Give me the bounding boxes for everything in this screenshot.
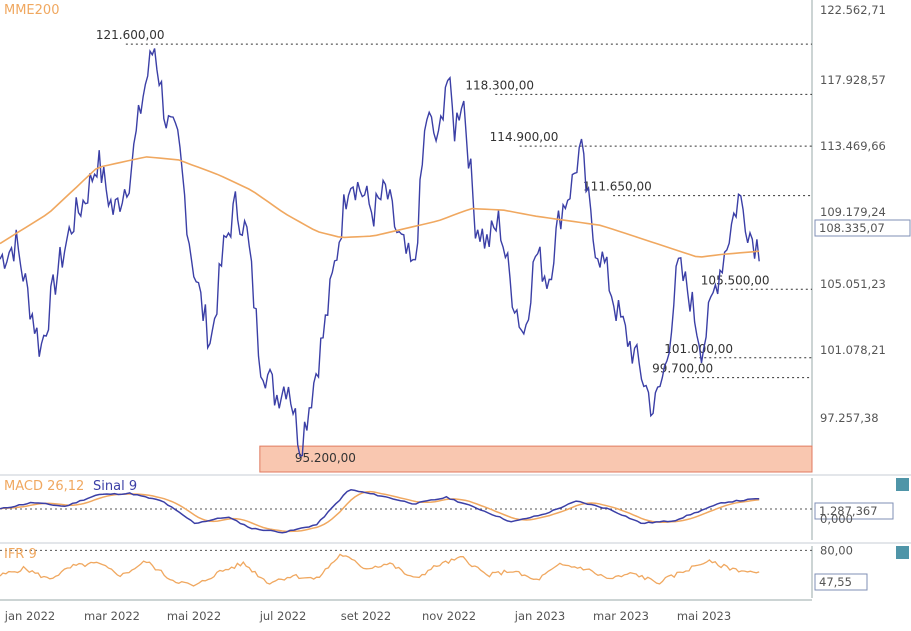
macd-signal-line — [0, 490, 760, 533]
y-tick-label: 122.562,71 — [820, 3, 886, 17]
level-label: 121.600,00 — [96, 28, 165, 42]
rsi-value-box — [814, 573, 868, 591]
current-value-label: 108.335,07 — [819, 221, 885, 235]
main-panel: 121.600,00 118.300,00 114.900,00 111.650,00… — [0, 0, 911, 473]
level-label: 114.900,00 — [490, 130, 559, 144]
y-tick-label: 97.257,38 — [820, 411, 879, 425]
macd-signal-label: Sinal 9 — [93, 479, 137, 494]
x-tick-label: mar 2023 — [593, 609, 649, 623]
y-tick-label: 109.179,24 — [820, 205, 886, 219]
x-tick-label: mai 2022 — [167, 609, 221, 623]
macd-line — [0, 489, 760, 534]
macd-value-label: 1.287,367 — [819, 504, 878, 518]
x-tick-label: jul 2022 — [259, 609, 307, 623]
support-zone — [259, 445, 813, 473]
rsi-panel: IFR 9 80,00 47,55 — [0, 542, 911, 598]
macd-value-box — [814, 502, 894, 520]
y-tick-label: 117.928,57 — [820, 73, 886, 87]
rsi-value-label: 47,55 — [819, 575, 852, 589]
x-tick-label: mar 2022 — [84, 609, 140, 623]
x-tick-label: jan 2023 — [514, 609, 565, 623]
level-label: 105.500,00 — [701, 273, 770, 287]
y-tick-label: 113.469,66 — [820, 139, 886, 153]
y-tick-label: 105.051,23 — [820, 277, 886, 291]
level-label: 111.650,00 — [583, 180, 652, 194]
x-tick-label: mai 2023 — [677, 609, 731, 623]
x-tick-label: jan 2022 — [4, 609, 55, 623]
price-line — [0, 48, 760, 457]
mme200-line — [0, 156, 760, 258]
rsi-title: IFR 9 — [4, 547, 37, 562]
level-label: 95.200,00 — [295, 451, 356, 465]
level-label: 118.300,00 — [465, 78, 534, 92]
level-label: 99.700,00 — [652, 362, 713, 376]
x-tick-label: set 2022 — [341, 609, 392, 623]
legend-mme200: MME200 — [4, 3, 59, 18]
rsi-settings-icon — [896, 546, 909, 559]
rsi-line — [0, 553, 760, 587]
x-tick-label: nov 2022 — [422, 609, 476, 623]
current-value-box — [814, 219, 911, 237]
macd-zero-label: 0,000 — [820, 512, 853, 526]
level-label: 101.000,00 — [664, 342, 733, 356]
rsi-upper-label: 80,00 — [820, 543, 853, 557]
x-axis: jan 2022 mar 2022 mai 2022 jul 2022 set 2022… — [0, 599, 812, 623]
macd-title: MACD 26,12 — [4, 479, 84, 494]
y-tick-label: 101.078,21 — [820, 343, 886, 357]
macd-settings-icon — [896, 478, 909, 491]
